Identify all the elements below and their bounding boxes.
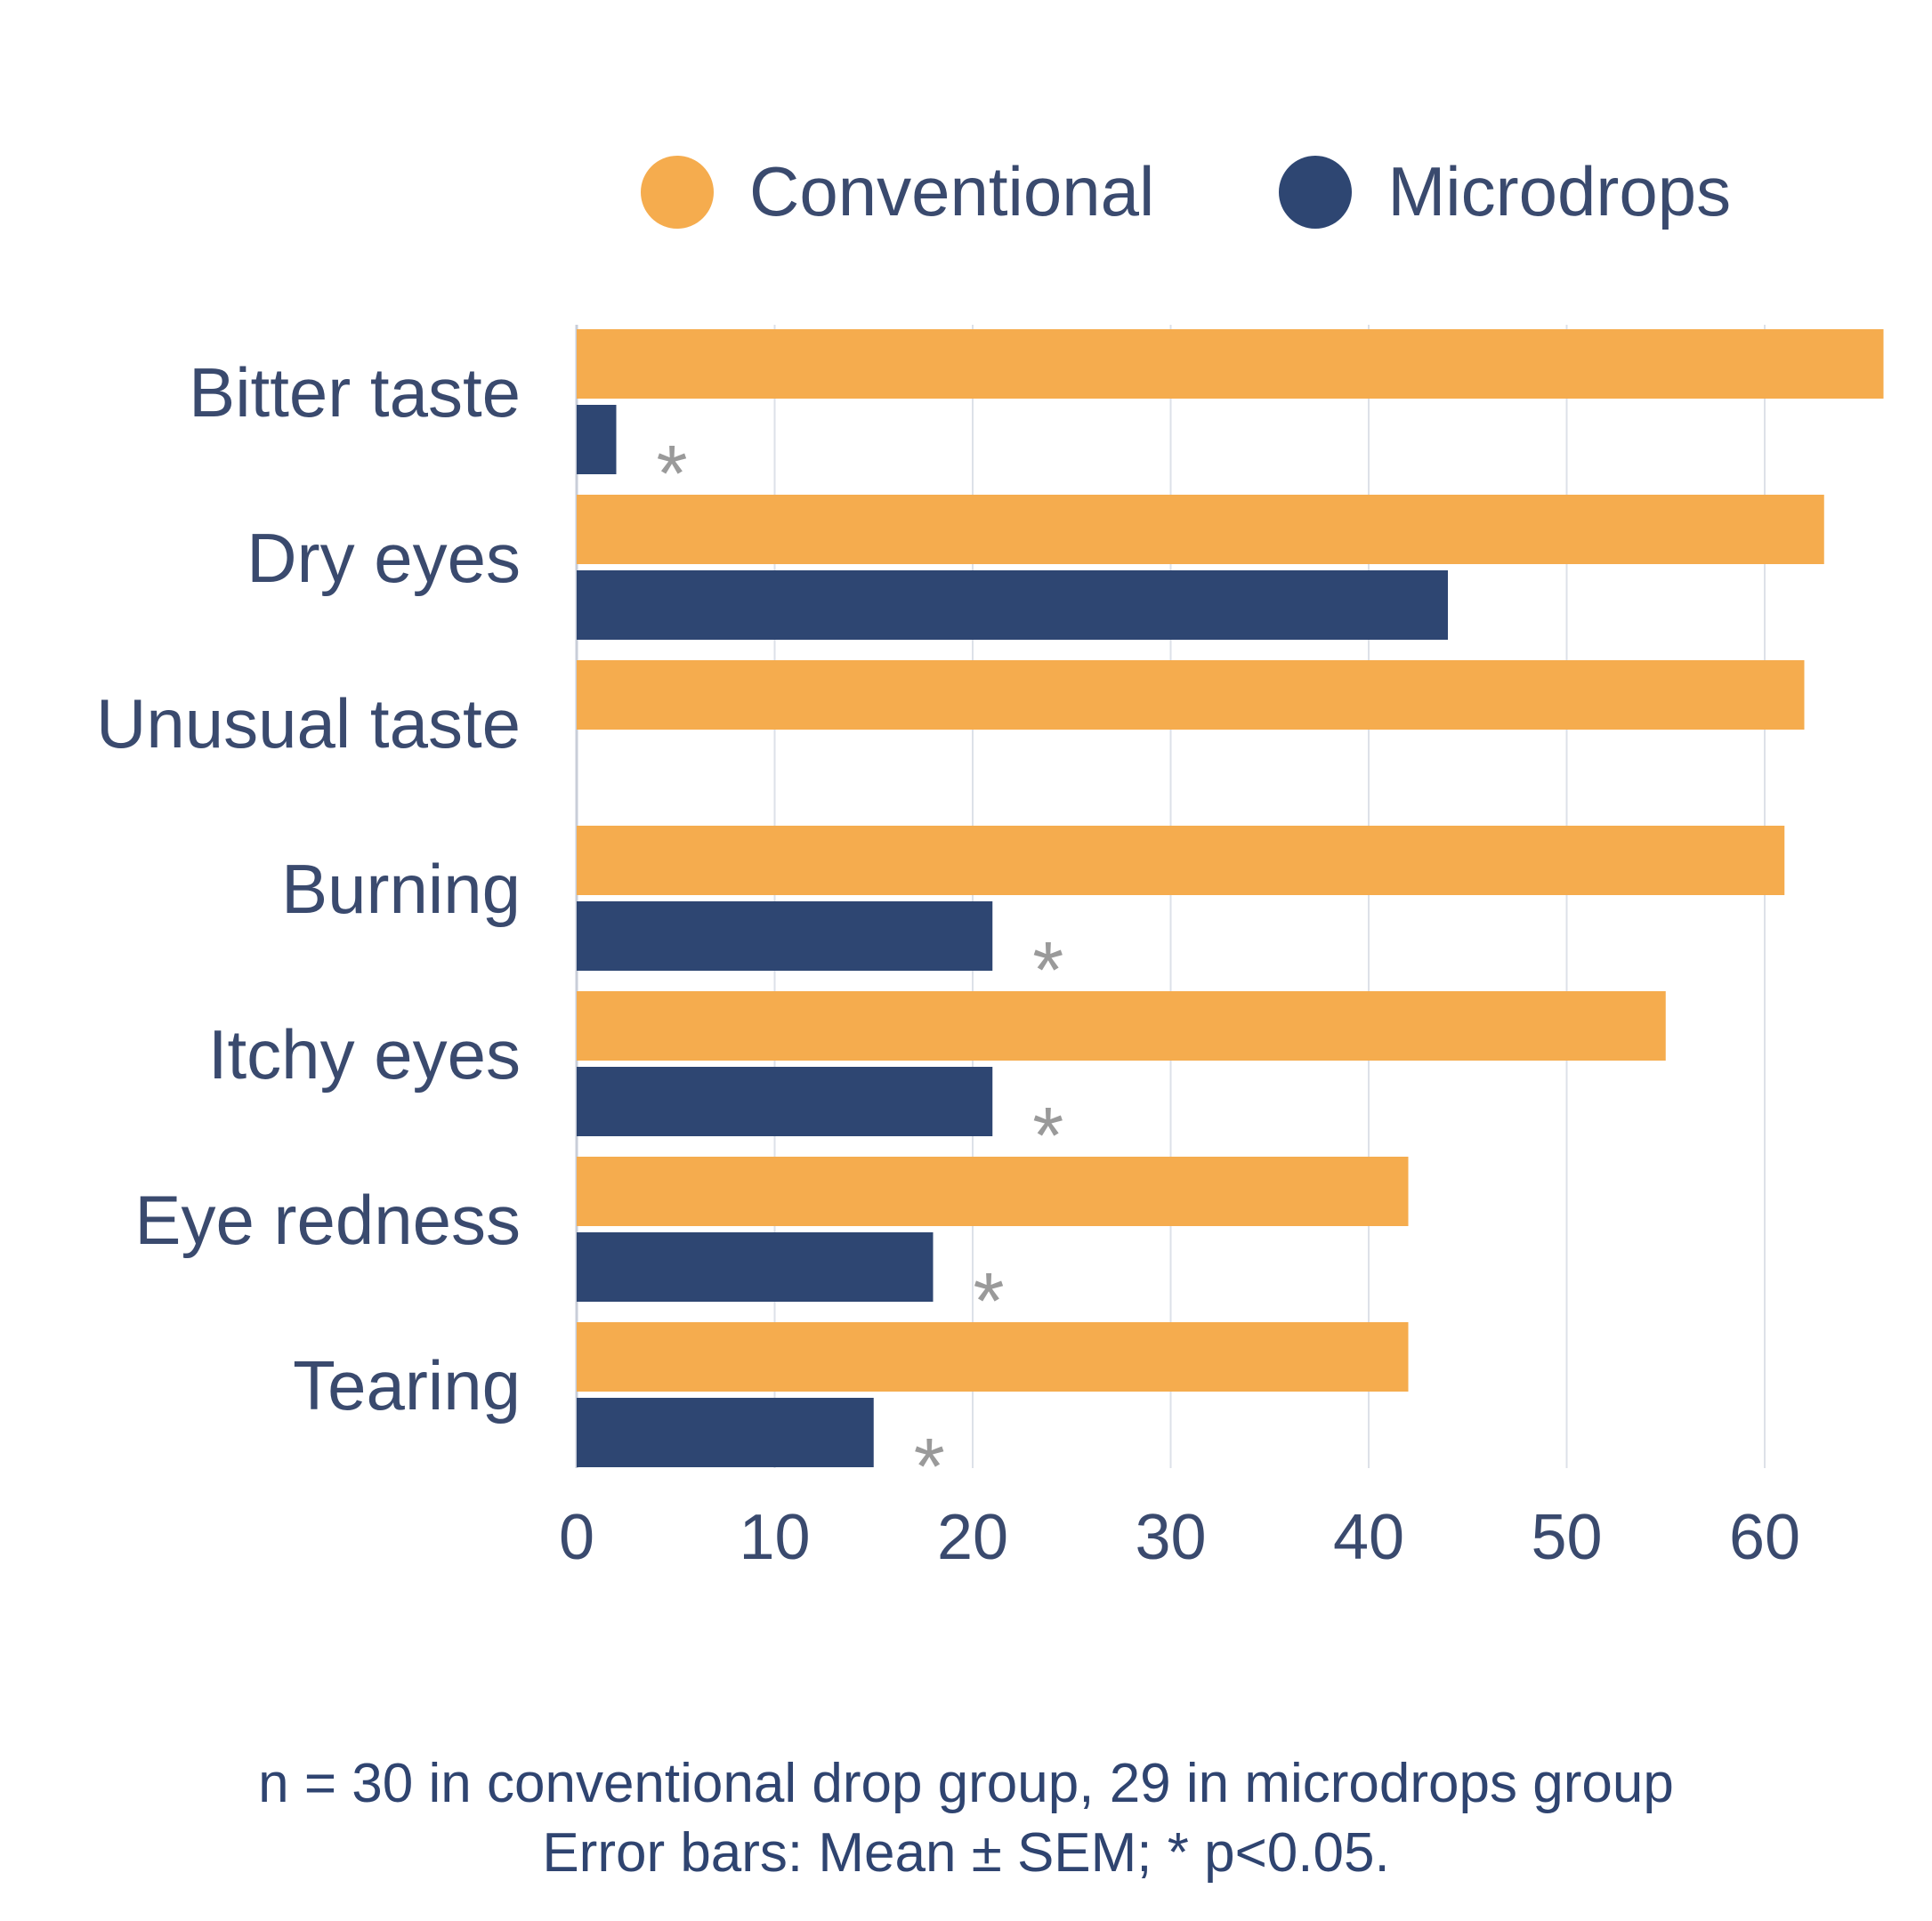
bar-conventional-0 — [577, 329, 1884, 399]
category-label: Bitter taste — [189, 353, 521, 432]
significance-markers: * * * * * — [657, 430, 1064, 1512]
significance-marker: * — [1032, 926, 1063, 1015]
legend-label-microdrops: Microdrops — [1387, 152, 1732, 230]
bar-microdrops-1 — [577, 570, 1448, 640]
bar-microdrops-4 — [577, 1067, 993, 1136]
significance-marker: * — [1032, 1092, 1063, 1181]
legend-label-conventional: Conventional — [749, 152, 1155, 230]
significance-marker: * — [914, 1423, 945, 1512]
category-labels: Bitter taste Dry eyes Unusual taste Burning… — [96, 353, 521, 1425]
bar-conventional-2 — [577, 660, 1805, 730]
category-label: Dry eyes — [247, 519, 521, 597]
bar-conventional-4 — [577, 991, 1666, 1061]
x-tick-label: 60 — [1729, 1502, 1800, 1573]
x-tick-label: 50 — [1531, 1502, 1602, 1573]
bars — [577, 329, 1884, 1467]
significance-marker: * — [657, 430, 688, 519]
category-label: Tearing — [293, 1346, 521, 1425]
bar-conventional-3 — [577, 826, 1785, 895]
category-label: Burning — [281, 850, 521, 928]
category-label: Unusual taste — [96, 684, 521, 763]
bar-microdrops-6 — [577, 1398, 874, 1467]
bar-microdrops-3 — [577, 901, 993, 971]
bar-microdrops-5 — [577, 1232, 934, 1302]
x-tick-label: 0 — [559, 1502, 594, 1573]
bar-conventional-6 — [577, 1322, 1409, 1392]
legend-item-microdrops: Microdrops — [1279, 151, 1731, 232]
bar-microdrops-0 — [577, 405, 617, 474]
x-tick-label: 30 — [1135, 1502, 1206, 1573]
category-label: Eye redness — [134, 1181, 521, 1259]
bar-conventional-1 — [577, 495, 1824, 564]
category-label: Itchy eyes — [208, 1015, 521, 1094]
x-axis-ticks: 0 10 20 30 40 50 60 — [559, 1502, 1800, 1573]
legend-swatch-microdrops — [1279, 155, 1353, 229]
significance-marker: * — [974, 1257, 1005, 1346]
legend-swatch-conventional — [641, 155, 714, 229]
footnote-line-1: n = 30 in conventional drop group, 29 in… — [258, 1753, 1674, 1814]
legend: Conventional Microdrops — [641, 151, 1855, 232]
x-tick-label: 10 — [739, 1502, 810, 1573]
x-tick-label: 20 — [937, 1502, 1008, 1573]
legend-item-conventional: Conventional — [641, 151, 1154, 232]
x-tick-label: 40 — [1333, 1502, 1404, 1573]
bar-conventional-5 — [577, 1157, 1409, 1226]
footnote-line-2: Error bars: Mean ± SEM; * p<0.05. — [542, 1822, 1390, 1884]
